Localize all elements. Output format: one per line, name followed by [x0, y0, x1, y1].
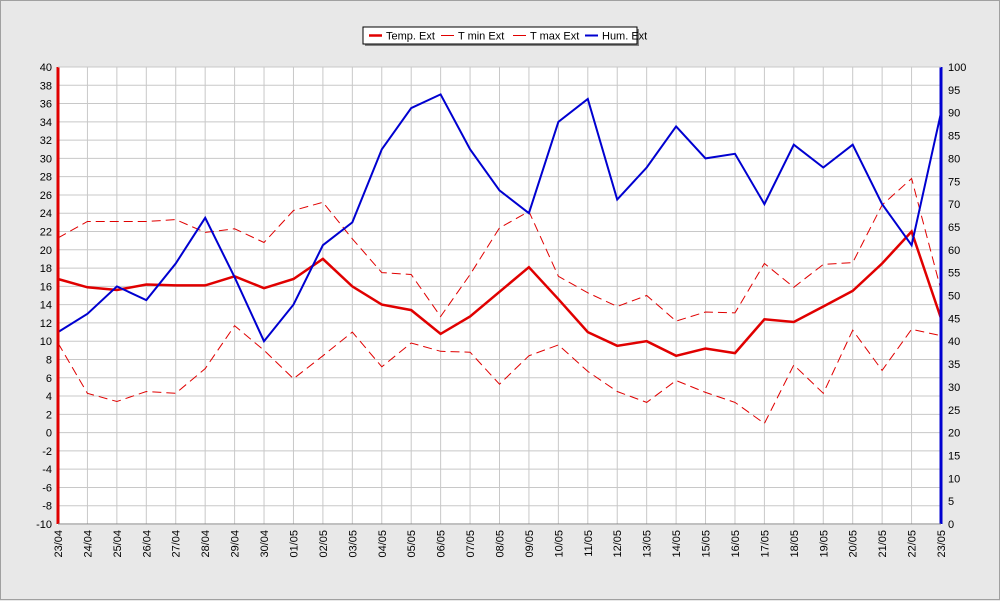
y-left-tick-label: -6	[42, 482, 52, 494]
x-tick-label: 26/04	[141, 530, 153, 558]
y-left-tick-label: 0	[46, 428, 52, 440]
legend-entry-label: T min Ext	[458, 31, 504, 43]
y-right-tick-label: 0	[948, 519, 954, 531]
series-line-t-max-ext	[57, 177, 942, 322]
y-left-tick-label: 26	[40, 190, 52, 202]
y-left-tick-label: 2	[46, 409, 52, 421]
x-tick-label: 18/05	[789, 530, 801, 558]
y-left-tick-label: 4	[46, 391, 52, 403]
x-tick-label: 23/04	[53, 530, 65, 558]
x-tick-label: 25/04	[112, 530, 124, 558]
x-tick-label: 20/05	[848, 530, 860, 558]
y-left-tick-label: 28	[40, 172, 52, 184]
y-right-tick-label: 75	[948, 176, 960, 188]
x-tick-label: 09/05	[524, 530, 536, 558]
y-left-tick-label: 8	[46, 354, 52, 366]
x-tick-label: 30/04	[259, 530, 271, 558]
x-tick-label: 10/05	[553, 530, 565, 558]
x-tick-label: 06/05	[436, 530, 448, 558]
x-tick-label: 23/05	[936, 530, 948, 558]
x-tick-label: 17/05	[759, 530, 771, 558]
y-right-tick-label: 10	[948, 473, 960, 485]
x-tick-label: 13/05	[642, 530, 654, 558]
y-right-tick-label: 55	[948, 268, 960, 280]
x-tick-label: 27/04	[171, 530, 183, 558]
y-right-tick-label: 85	[948, 131, 960, 143]
y-left-tick-label: 34	[40, 117, 52, 129]
y-left-tick-label: 12	[40, 318, 52, 330]
tick-labels: 4038363432302826242220181614121086420-2-…	[36, 62, 966, 558]
x-tick-label: 11/05	[583, 530, 595, 557]
y-left-tick-label: 16	[40, 281, 52, 293]
y-left-tick-label: -10	[36, 519, 52, 531]
y-right-tick-label: 45	[948, 313, 960, 325]
x-tick-label: 03/05	[347, 530, 359, 558]
y-left-tick-label: -4	[42, 464, 52, 476]
legend-box	[362, 26, 638, 45]
y-left-tick-label: 18	[40, 263, 52, 275]
y-right-tick-label: 90	[948, 108, 960, 120]
x-tick-label: 15/05	[701, 530, 713, 558]
y-left-tick-label: 32	[40, 135, 52, 147]
y-right-tick-label: 25	[948, 405, 960, 417]
y-left-tick-label: 24	[40, 208, 52, 220]
x-tick-label: 28/04	[200, 530, 212, 558]
legend-entry-label: Temp. Ext	[386, 31, 435, 43]
y-left-tick-label: 20	[40, 245, 52, 257]
y-right-tick-label: 80	[948, 153, 960, 165]
y-left-tick-label: 36	[40, 99, 52, 111]
y-right-tick-label: 60	[948, 245, 960, 257]
legend-entry-label: Hum. Ext	[602, 31, 647, 43]
x-tick-label: 14/05	[671, 530, 683, 558]
x-tick-label: 05/05	[406, 530, 418, 558]
y-left-tick-label: 30	[40, 153, 52, 165]
y-right-tick-label: 100	[948, 62, 966, 74]
x-tick-label: 04/05	[377, 530, 389, 558]
x-tick-label: 01/05	[288, 530, 300, 558]
axes	[56, 66, 943, 525]
y-right-tick-label: 40	[948, 336, 960, 348]
y-left-tick-label: -2	[42, 446, 52, 458]
x-tick-label: 16/05	[730, 530, 742, 558]
series-line-temp-ext	[57, 229, 943, 358]
y-right-tick-label: 50	[948, 291, 960, 303]
series-line-hum-ext	[57, 93, 942, 344]
x-tick-label: 02/05	[318, 530, 330, 558]
y-right-tick-label: 15	[948, 450, 960, 462]
series-lines	[57, 93, 943, 425]
y-right-tick-label: 5	[948, 496, 954, 508]
series-line-t-min-ext	[57, 324, 942, 425]
y-left-tick-label: 38	[40, 80, 52, 92]
legend: Temp. Ext T min Ext T max Ext Hum. Ext	[362, 26, 647, 46]
y-right-tick-label: 70	[948, 199, 960, 211]
x-tick-label: 22/05	[907, 530, 919, 558]
y-right-tick-label: 35	[948, 359, 960, 371]
y-left-tick-label: 22	[40, 227, 52, 239]
y-right-tick-label: 95	[948, 85, 960, 97]
y-left-tick-label: 6	[46, 373, 52, 385]
x-tick-label: 29/04	[230, 530, 242, 558]
y-right-tick-label: 20	[948, 428, 960, 440]
y-left-tick-label: 10	[40, 336, 52, 348]
y-right-tick-label: 30	[948, 382, 960, 394]
y-right-tick-label: 65	[948, 222, 960, 234]
x-tick-label: 08/05	[495, 530, 507, 558]
y-left-tick-label: 40	[40, 62, 52, 74]
legend-entry-label: T max Ext	[530, 31, 579, 43]
y-left-tick-label: 14	[40, 300, 52, 312]
x-tick-label: 24/04	[82, 530, 94, 558]
y-left-tick-label: -8	[42, 501, 52, 513]
x-tick-label: 07/05	[465, 530, 477, 558]
x-tick-label: 21/05	[877, 530, 889, 558]
grid	[57, 66, 942, 525]
x-tick-label: 12/05	[612, 530, 624, 558]
x-tick-label: 19/05	[818, 530, 830, 558]
